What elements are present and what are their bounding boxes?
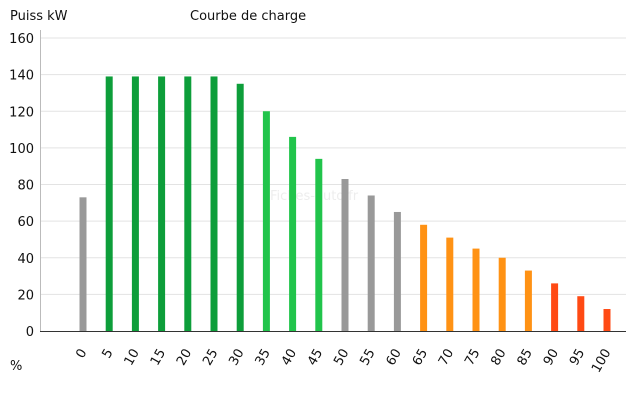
- bar-55: [367, 195, 375, 331]
- bar-10: [131, 76, 139, 331]
- x-axis-label: %: [10, 359, 22, 374]
- x-tick-label: 75: [462, 347, 483, 369]
- x-tick-label: 25: [200, 347, 221, 369]
- bar-25: [210, 76, 218, 331]
- y-tick-label: 60: [17, 215, 34, 230]
- bar-30: [236, 83, 244, 331]
- x-tick-label: 100: [589, 347, 614, 376]
- bar-95: [577, 296, 585, 331]
- y-tick-label: 120: [9, 105, 34, 120]
- bar-85: [524, 270, 532, 331]
- x-tick-label: 90: [541, 347, 562, 369]
- x-tick-label: 10: [122, 347, 143, 369]
- y-axis-label: Puiss kW: [10, 9, 68, 24]
- x-tick-label: 60: [384, 347, 405, 369]
- x-tick-label: 70: [436, 347, 457, 369]
- x-tick-label: 80: [488, 347, 509, 369]
- grid-layer: [40, 37, 626, 295]
- x-tick-label: 50: [331, 347, 352, 369]
- x-tick-label: 40: [279, 347, 300, 369]
- chart-title: Courbe de charge: [190, 9, 306, 24]
- bar-35: [262, 111, 270, 331]
- x-tick-label: 45: [305, 347, 326, 369]
- x-tick-label: 20: [174, 347, 195, 369]
- y-tick-label: 20: [17, 288, 34, 303]
- bar-0: [79, 197, 87, 331]
- x-tick-label: 0: [73, 347, 90, 362]
- y-tick-labels: 0 20 40 60 80 100 120 140 160: [9, 32, 34, 340]
- bar-5: [105, 76, 113, 331]
- x-tick-label: 5: [100, 347, 117, 362]
- bar-40: [289, 136, 297, 331]
- x-tick-label: 30: [226, 347, 247, 369]
- bar-15: [158, 76, 166, 331]
- x-tick-label: 65: [410, 347, 431, 369]
- bar-80: [498, 257, 506, 331]
- bar-45: [315, 158, 323, 331]
- x-tick-label: 15: [148, 347, 169, 369]
- y-tick-label: 0: [26, 325, 34, 340]
- y-tick-label: 40: [17, 252, 34, 267]
- bar-100: [603, 309, 611, 331]
- x-tick-label: 35: [253, 347, 274, 369]
- bars: [79, 76, 611, 331]
- bar-20: [184, 76, 192, 331]
- y-tick-label: 140: [9, 69, 34, 84]
- bar-50: [341, 179, 349, 331]
- x-tick-label: 85: [515, 347, 536, 369]
- y-tick-label: 80: [17, 179, 34, 194]
- y-tick-label: 160: [9, 32, 34, 47]
- x-tick-labels: 0 5 10 15 20 25 30 35 40 45 50 55 60 65 70 75 80 85 90 95 10…: [73, 347, 614, 376]
- bar-75: [472, 248, 480, 331]
- y-tick-label: 100: [9, 142, 34, 157]
- x-tick-label: 95: [567, 347, 588, 369]
- x-tick-label: 55: [357, 347, 378, 369]
- bar-65: [420, 224, 428, 331]
- bar-90: [551, 283, 559, 331]
- bar-60: [393, 211, 401, 331]
- bar-70: [446, 237, 454, 331]
